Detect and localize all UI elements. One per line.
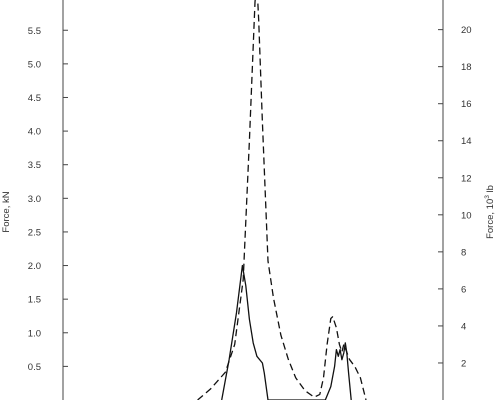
left-tick-label: 1.5 (28, 295, 41, 306)
right-tick-label: 18 (461, 62, 472, 73)
right-y-axis-title: Force, 103 lb (484, 185, 495, 239)
left-tick-label: 2.0 (28, 261, 41, 272)
left-y-axis-title: Force, kN (1, 191, 12, 232)
right-tick-label: 20 (461, 25, 472, 36)
right-y-axis-title-unit: lb (485, 185, 495, 195)
right-tick-label: 16 (461, 99, 472, 110)
left-tick-label: 1.0 (28, 328, 41, 339)
left-y-axis: 0.5 1.0 1.5 2.0 2.5 3.0 3.5 4.0 4.5 5.0 5.5 (28, 0, 68, 400)
series-line-dashed (197, 0, 367, 400)
left-tick-label: 5.0 (28, 59, 41, 70)
left-tick-label: 2.5 (28, 227, 41, 238)
right-y-axis-title-main: Force, 10 (485, 199, 495, 239)
left-tick-label: 3.0 (28, 194, 41, 205)
right-tick-label: 4 (461, 321, 466, 332)
left-tick-label: 4.0 (28, 127, 41, 138)
right-tick-label: 2 (461, 358, 466, 369)
right-tick-label: 14 (461, 136, 472, 147)
left-tick-label: 4.5 (28, 93, 41, 104)
right-tick-label: 6 (461, 284, 466, 295)
right-tick-label: 8 (461, 247, 466, 258)
left-tick-label: 0.5 (28, 362, 41, 373)
right-tick-label: 10 (461, 210, 472, 221)
series-layer (197, 0, 367, 400)
right-y-axis: 2 4 6 8 10 12 14 16 18 20 (438, 0, 472, 400)
left-tick-label: 5.5 (28, 26, 41, 37)
right-y-axis-title-superscript: 3 (484, 195, 491, 199)
series-line-solid (221, 264, 352, 400)
left-tick-label: 3.5 (28, 160, 41, 171)
right-tick-label: 12 (461, 173, 472, 184)
